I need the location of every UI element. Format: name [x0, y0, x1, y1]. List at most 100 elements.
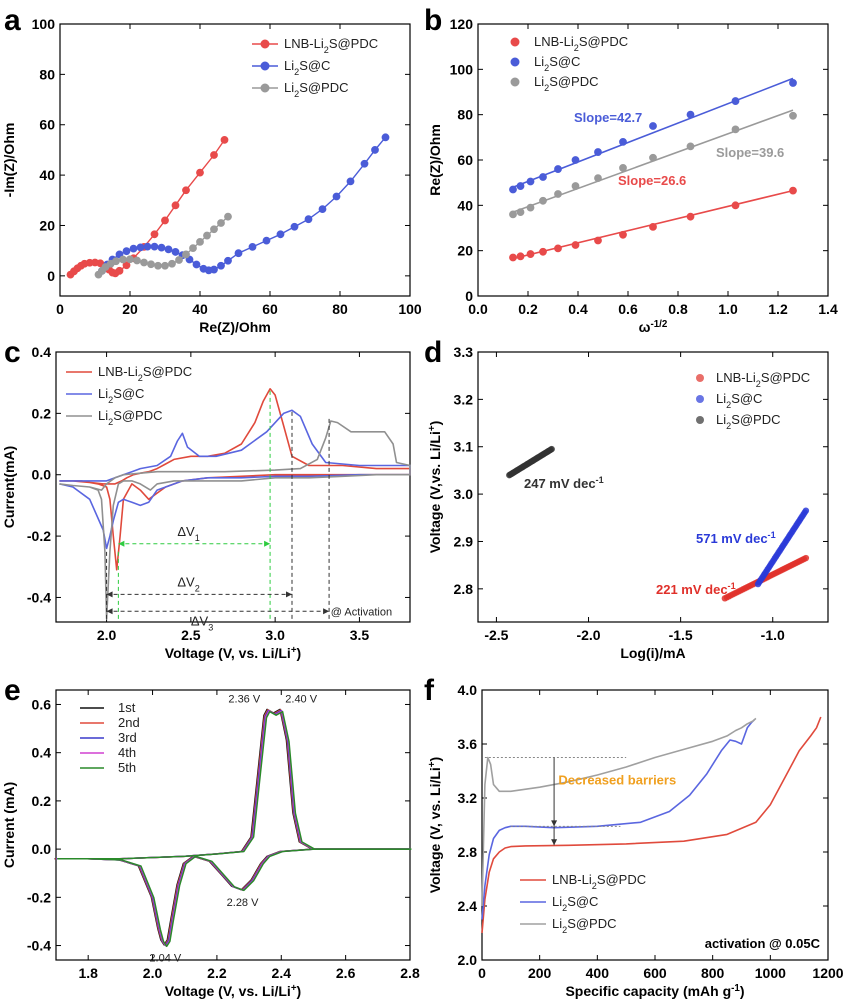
x-tick-label: -2.5	[484, 627, 508, 643]
y-tick-label: 0.2	[32, 405, 52, 421]
x-tick-label: 2.0	[143, 965, 163, 981]
data-point	[220, 135, 229, 144]
data-point	[210, 225, 218, 234]
panel-a: 0 20 40 60 80 100 0 20 40 60 80 100 a Re(Z)/Ohm -Im(Z)…	[1, 4, 422, 335]
data-point	[147, 260, 155, 269]
data-point	[686, 142, 695, 151]
panel-letter: a	[4, 4, 21, 37]
peak-label: 2.04 V	[149, 953, 181, 965]
y-tick-label: 0	[47, 268, 55, 284]
data-point	[262, 236, 271, 245]
y-tick-label: 4.0	[458, 682, 478, 698]
data-point	[122, 261, 131, 270]
data-point	[248, 242, 257, 251]
data-point	[539, 173, 547, 181]
legend-entry: Li2S@C	[284, 58, 330, 77]
y-axis-label: Current(mA)	[1, 446, 17, 528]
data-point	[112, 257, 120, 266]
y-tick-label: 60	[39, 117, 55, 133]
data-point	[346, 177, 355, 186]
data-point	[802, 507, 810, 514]
data-point	[210, 265, 218, 274]
data-point	[381, 133, 390, 142]
data-point	[122, 247, 131, 256]
data-point	[539, 247, 547, 256]
data-point	[731, 125, 740, 134]
legend-entry: Li2S@C	[716, 391, 762, 410]
activation-label: @ Activation	[331, 606, 392, 618]
data-point	[136, 243, 145, 252]
data-point	[802, 554, 810, 562]
cycle-curve-anodic	[56, 710, 411, 860]
x-tick-label: 20	[122, 301, 138, 317]
legend-marker	[260, 83, 270, 93]
cv-curve	[59, 409, 411, 550]
y-tick-label: 3.3	[454, 344, 474, 360]
y-tick-label: 2.8	[454, 581, 474, 597]
data-point	[526, 177, 535, 186]
x-axis-label: Voltage (V, vs. Li/Li+)	[165, 983, 301, 1000]
slope-label: Slope=26.6	[618, 173, 686, 188]
x-tick-label: -2.0	[576, 627, 600, 643]
x-tick-label: 1000	[755, 965, 786, 981]
data-point	[594, 236, 602, 245]
data-point	[554, 190, 562, 198]
y-tick-label: 2.8	[458, 844, 478, 860]
x-tick-label: 2.2	[207, 965, 227, 981]
arrow-head	[264, 540, 271, 547]
legend-entry: Li2S@PDC	[98, 408, 163, 427]
legend-marker	[510, 37, 520, 47]
y-tick-label: -0.2	[27, 889, 51, 905]
data-point	[619, 137, 627, 146]
x-tick-label: 0.8	[668, 301, 688, 317]
tafel-slope-label: 571 mV dec-1	[696, 530, 776, 546]
data-point	[290, 222, 299, 231]
data-point	[686, 212, 695, 221]
data-point	[649, 153, 657, 162]
y-axis-label: -Im(Z)/Ohm	[1, 123, 17, 198]
x-tick-label: -1.5	[669, 627, 693, 643]
data-point	[224, 256, 232, 265]
plot-frame	[477, 351, 829, 623]
x-axis-label: Log(i)/mA	[620, 645, 685, 661]
legend-entry: Li2S@C	[552, 894, 598, 913]
legend-entry: LNB-Li2S@PDC	[552, 872, 646, 891]
x-tick-label: 1200	[812, 965, 843, 981]
data-point	[115, 266, 124, 275]
data-point	[571, 241, 580, 249]
y-tick-label: 0	[465, 288, 473, 304]
data-point	[554, 244, 562, 253]
y-tick-label: 80	[39, 66, 55, 82]
legend-entry: LNB-Li2S@PDC	[716, 370, 810, 389]
y-tick-label: 3.2	[458, 790, 478, 806]
y-tick-label: 0.4	[32, 745, 52, 761]
data-point	[554, 165, 562, 173]
panel-letter: b	[424, 4, 442, 37]
data-point	[161, 216, 169, 225]
y-tick-label: -0.4	[27, 589, 51, 605]
panel-letter: e	[4, 674, 21, 707]
data-point	[217, 261, 225, 270]
arrow-head	[286, 591, 292, 598]
x-tick-label: 0.0	[468, 301, 488, 317]
data-point	[571, 156, 580, 164]
data-point	[789, 186, 797, 195]
data-point	[360, 159, 369, 168]
x-tick-label: 2.8	[400, 965, 420, 981]
x-axis-label: Specific capacity (mAh g-1)	[565, 983, 744, 1000]
arrow-head	[323, 608, 330, 615]
x-tick-label: 1.8	[78, 965, 98, 981]
slope-label: Slope=42.7	[574, 110, 642, 125]
cycle-curve-anodic	[56, 709, 410, 860]
panel-c: 2.0 2.5 3.0 3.5 -0.4 -0.2 0.0 0.2 0.4 c Voltage (V…	[1, 336, 411, 661]
y-tick-label: 100	[450, 61, 474, 77]
data-point	[182, 250, 190, 259]
legend-entry: Li2S@PDC	[284, 80, 349, 99]
arrow-head	[106, 591, 113, 598]
legend-marker	[510, 77, 520, 87]
cycle-curve-anodic	[55, 709, 410, 860]
x-tick-label: 800	[701, 965, 725, 981]
data-point	[133, 256, 141, 265]
panel-e: 1.8 2.0 2.2 2.4 2.6 2.8 -0.4 -0.2 0.0 0.2 0.4 0.6 e V…	[1, 674, 420, 999]
data-point	[509, 185, 517, 194]
